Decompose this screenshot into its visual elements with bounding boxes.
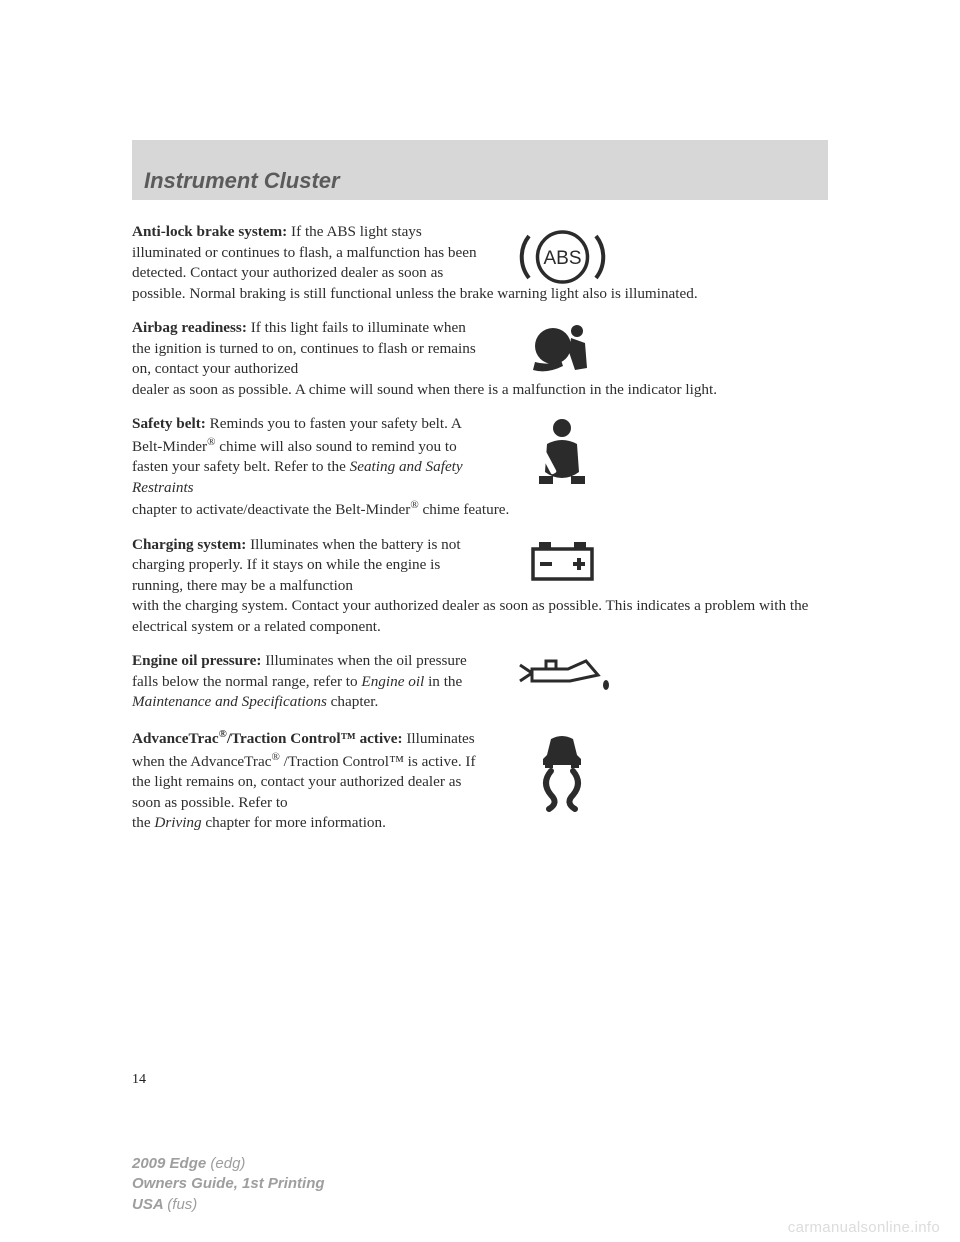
airbag-rest: dealer as soon as possible. A chime will… — [132, 380, 828, 401]
oil-nc: chapter. — [327, 693, 378, 710]
seatbelt-icon — [432, 414, 692, 489]
entry-charge: Charging system: Illuminates when the ba… — [132, 535, 828, 638]
entry-airbag: Airbag readiness: If this light fails to… — [132, 318, 828, 400]
traction-icon — [432, 727, 692, 812]
trac-lb: /Traction Control™ active: — [227, 730, 403, 747]
trac-rb: chapter for more information. — [202, 814, 386, 831]
page-number: 14 — [132, 1072, 146, 1088]
belt-ra: chapter to activate/deactivate the Belt-… — [132, 501, 410, 518]
charge-lead: Charging system: — [132, 536, 246, 553]
oil-lead: Engine oil pressure: — [132, 652, 261, 669]
belt-lead: Safety belt: — [132, 415, 206, 432]
manual-page: Instrument Cluster ABS Anti-lock brake s… — [0, 0, 960, 1242]
belt-rb: chime feature. — [419, 501, 510, 518]
airbag-lead: Airbag readiness: — [132, 319, 247, 336]
section-title: Instrument Cluster — [144, 168, 340, 194]
trac-ra: the — [132, 814, 154, 831]
oilcan-icon — [432, 651, 692, 696]
footer-guide: Owners Guide, 1st Printing — [132, 1174, 325, 1194]
entry-abs: ABS Anti-lock brake system: If the ABS l… — [132, 222, 828, 304]
entry-belt: Safety belt: Reminds you to fasten your … — [132, 414, 828, 521]
watermark: carmanualsonline.info — [788, 1219, 940, 1236]
oil-it2: Maintenance and Specifications — [132, 693, 327, 710]
abs-icon: ABS — [432, 222, 692, 292]
svg-text:ABS: ABS — [543, 248, 581, 269]
entry-oil: Engine oil pressure: Illuminates when th… — [132, 651, 828, 713]
battery-icon — [432, 535, 692, 585]
footer-region: USA — [132, 1196, 167, 1213]
footer-block: 2009 Edge (edg) Owners Guide, 1st Printi… — [132, 1154, 325, 1215]
oil-it1: Engine oil — [361, 673, 424, 690]
reg-sym: ® — [219, 728, 227, 740]
trac-la: AdvanceTrac — [132, 730, 219, 747]
footer-code2: (fus) — [167, 1196, 197, 1213]
footer-model: 2009 Edge — [132, 1155, 210, 1172]
trac-it: Driving — [154, 814, 201, 831]
abs-lead: Anti-lock brake system: — [132, 223, 287, 240]
section-header: Instrument Cluster — [132, 140, 828, 200]
airbag-icon — [432, 318, 692, 380]
reg-sym: ® — [271, 751, 279, 763]
entry-traction: AdvanceTrac®/Traction Control™ active: I… — [132, 727, 828, 834]
footer-code1: (edg) — [210, 1155, 245, 1172]
charge-rest: with the charging system. Contact your a… — [132, 596, 828, 637]
reg-sym: ® — [410, 499, 418, 511]
